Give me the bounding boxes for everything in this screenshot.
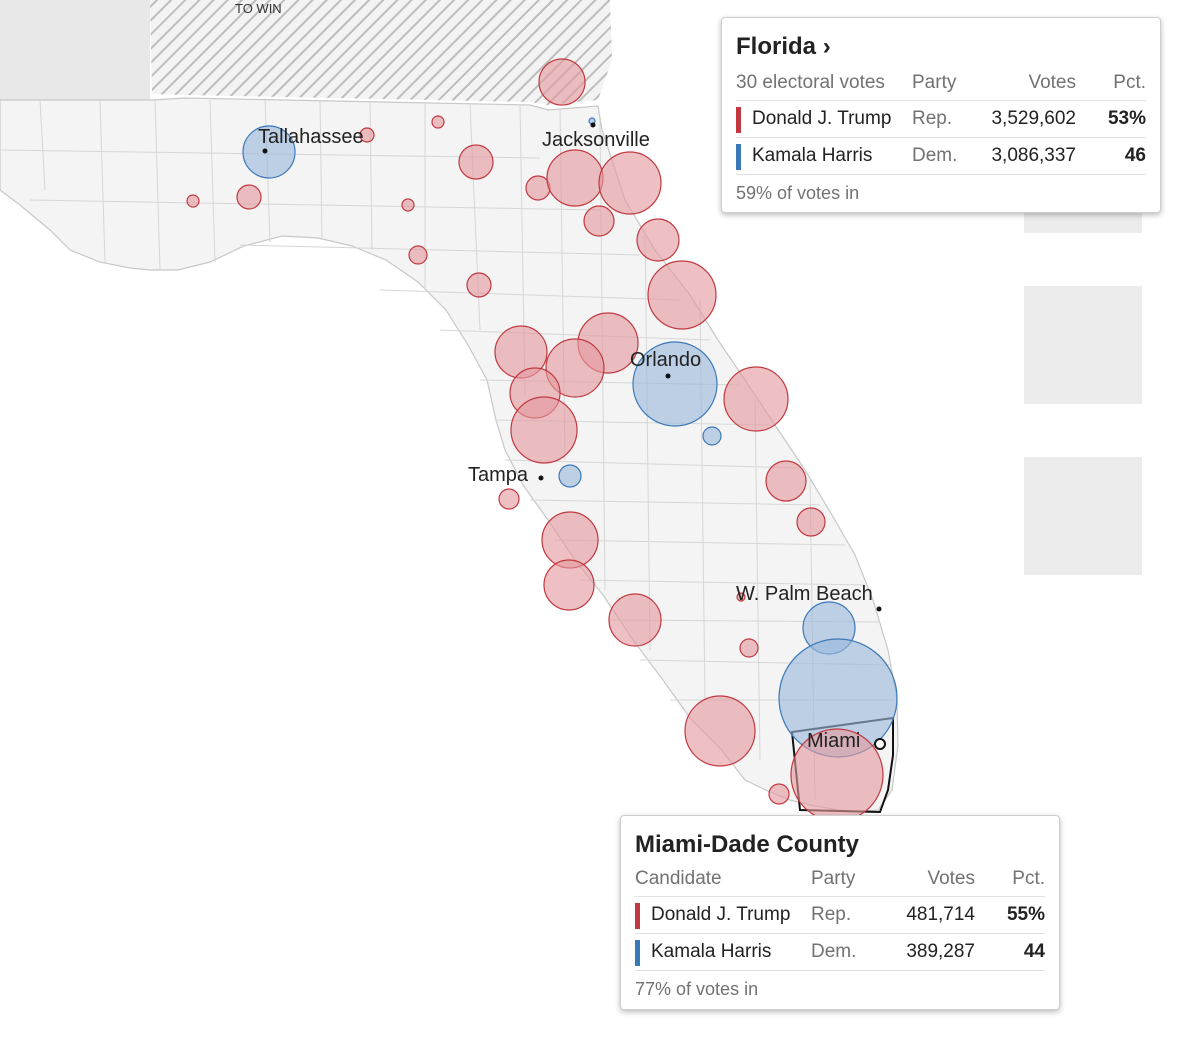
county-circle-rep[interactable] [768,783,790,805]
party-header: Party [811,868,856,889]
party-color-bar [635,940,640,966]
county-circle-rep[interactable] [636,218,680,262]
county-circle-rep[interactable] [431,115,445,129]
city-dot-tampa [538,475,544,481]
county-circle-dem[interactable] [558,464,582,488]
county-circle-rep[interactable] [765,460,807,502]
candidate-name: Kamala Harris [752,145,873,166]
state-name: Florida [736,33,817,60]
party-header: Party [912,72,957,93]
county-circle-rep[interactable] [739,638,759,658]
votes-header: Votes [1028,72,1076,93]
chevron-right-icon: › [822,33,831,60]
results-header: 30 electoral votes Party Votes Pct. [736,66,1146,100]
city-label-miami: Miami [807,730,860,752]
candidate-votes: 481,714 [906,904,975,925]
results-header: Candidate Party Votes Pct. [635,862,1045,896]
candidate-pct: 55% [1006,904,1045,925]
county-result-circles [186,58,898,822]
candidate-name: Kamala Harris [651,941,772,962]
party-color-bar [635,903,640,929]
party-color-bar [736,144,741,170]
city-labels: Tallahassee Jacksonville Orlando Tampa W… [258,122,886,752]
city-label-west-palm-beach: W. Palm Beach [736,583,873,605]
pct-header: Pct. [1012,868,1045,889]
county-results-tooltip: Miami-Dade County Candidate Party Votes … [620,815,1060,1010]
county-circle-rep[interactable] [401,198,415,212]
placeholder-block [1024,457,1142,575]
city-dot-orlando [665,373,671,379]
candidate-party: Rep. [912,108,953,129]
candidate-header: Candidate [635,868,722,889]
county-circle-rep[interactable] [543,559,595,611]
county-circle-rep[interactable] [723,366,789,432]
county-circle-rep[interactable] [538,58,586,106]
state-results-tooltip[interactable]: Florida › 30 electoral votes Party Votes… [721,17,1161,213]
candidate-party: Dem. [811,941,857,962]
county-circle-rep[interactable] [583,205,615,237]
candidate-row: Kamala Harris Dem. 3,086,337 46 [736,137,1146,174]
candidate-votes: 3,529,602 [991,108,1076,129]
candidate-row: Donald J. Trump Rep. 3,529,602 53% [736,100,1146,137]
city-label-tampa: Tampa [468,464,529,486]
county-circle-dem[interactable] [242,125,296,179]
county-circle-rep[interactable] [647,260,717,330]
pct-header: Pct. [1113,72,1146,93]
to-win-label: TO WIN [235,1,282,16]
county-circle-rep[interactable] [186,194,200,208]
candidate-name: Donald J. Trump [752,108,892,129]
party-color-bar [736,107,741,133]
candidate-votes: 3,086,337 [991,145,1076,166]
county-circle-rep[interactable] [796,507,826,537]
candidate-party: Rep. [811,904,852,925]
county-name: Miami-Dade County [635,831,860,858]
votes-in-status: 59% of votes in [736,174,1146,211]
candidate-row: Donald J. Trump Rep. 481,714 55% [635,896,1045,933]
candidate-party: Dem. [912,145,958,166]
city-label-jacksonville: Jacksonville [542,129,650,151]
county-circle-rep[interactable] [236,184,262,210]
county-circle-rep[interactable] [684,695,756,767]
city-dot-jacksonville [590,122,596,128]
county-circle-rep[interactable] [736,592,746,602]
county-circle-rep[interactable] [408,245,428,265]
county-circle-rep[interactable] [466,272,492,298]
city-dot-miami [874,738,886,750]
candidate-pct: 44 [1023,941,1045,962]
candidate-row: Kamala Harris Dem. 389,287 44 [635,933,1045,970]
electoral-votes-label: 30 electoral votes [736,72,885,93]
county-circle-rep[interactable] [510,396,578,464]
county-circle-rep[interactable] [545,338,605,398]
county-circle-rep[interactable] [498,488,520,510]
candidate-pct: 53% [1107,108,1146,129]
alabama-region [0,0,150,100]
county-circle-rep[interactable] [458,144,494,180]
county-circle-rep[interactable] [359,127,375,143]
placeholder-block [1024,286,1142,404]
county-circle-dem[interactable] [632,341,718,427]
candidate-pct: 46 [1124,145,1146,166]
candidate-name: Donald J. Trump [651,904,791,925]
city-dot-west-palm-beach [876,606,882,612]
votes-in-status: 77% of votes in [635,970,1045,1007]
votes-header: Votes [927,868,975,889]
county-circle-dem[interactable] [702,426,722,446]
county-circle-rep[interactable] [525,175,551,201]
city-label-tallahassee: Tallahassee [258,126,364,148]
city-label-orlando: Orlando [630,349,701,371]
city-dot-tallahassee [262,148,268,154]
county-circle-rep[interactable] [608,593,662,647]
county-circle-rep[interactable] [598,151,662,215]
tooltip-title[interactable]: Florida › [736,32,1146,62]
georgia-region [150,0,612,105]
candidate-votes: 389,287 [906,941,975,962]
county-circle-rep[interactable] [546,149,604,207]
